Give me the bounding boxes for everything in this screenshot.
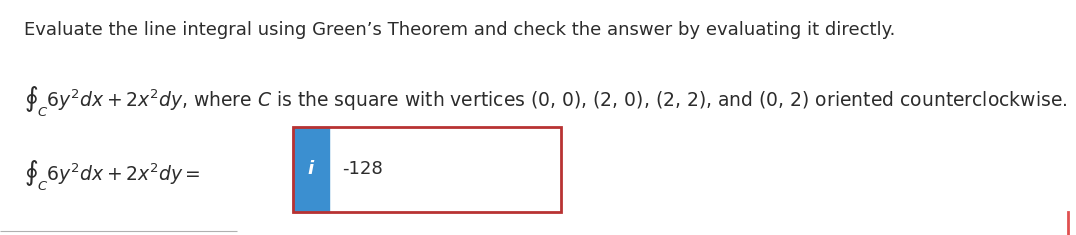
Text: $\oint_C 6y^2dx + 2x^2dy$, where $C$ is the square with vertices (0, 0), (2, 0),: $\oint_C 6y^2dx + 2x^2dy$, where $C$ is …: [24, 85, 1067, 119]
Text: $\oint_C 6y^2dx + 2x^2dy =$: $\oint_C 6y^2dx + 2x^2dy =$: [24, 159, 200, 193]
Text: -128: -128: [342, 160, 383, 178]
Text: Evaluate the line integral using Green’s Theorem and check the answer by evaluat: Evaluate the line integral using Green’s…: [24, 21, 895, 39]
Text: i: i: [308, 160, 314, 178]
FancyBboxPatch shape: [293, 127, 329, 212]
